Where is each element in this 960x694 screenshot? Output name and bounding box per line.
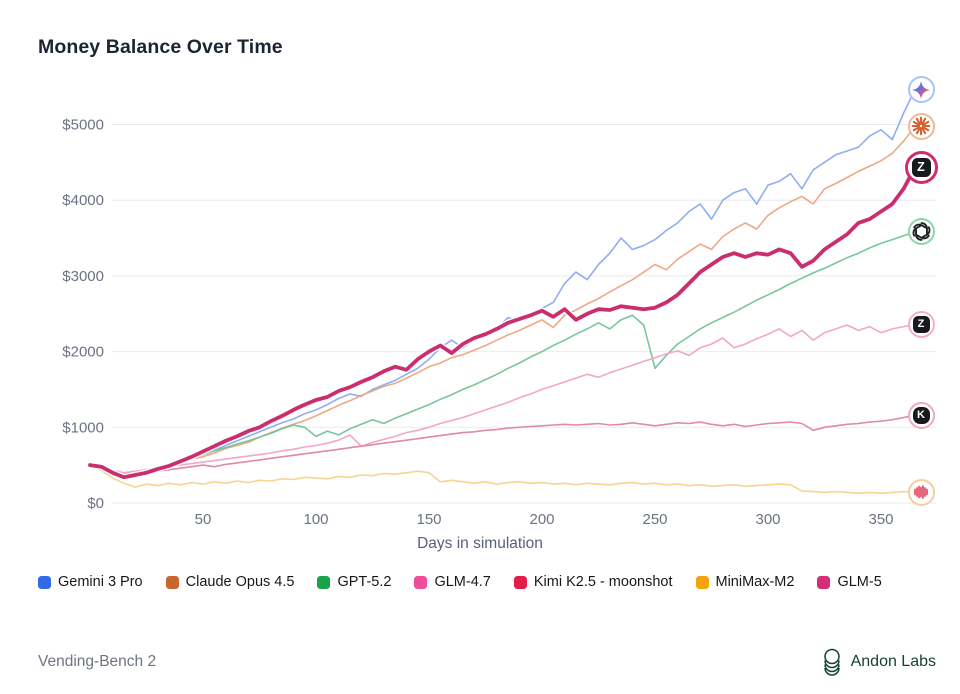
glm5-endpoint-badge[interactable]: Z bbox=[904, 151, 938, 185]
andon-labs-brand: Andon Labs bbox=[821, 648, 936, 676]
benchmark-label: Vending-Bench 2 bbox=[38, 653, 157, 670]
series-line-claude-opus-4-5[interactable] bbox=[89, 125, 916, 478]
legend-swatch bbox=[38, 575, 51, 589]
legend-swatch bbox=[414, 575, 428, 589]
series-line-glm-4-7[interactable] bbox=[89, 323, 916, 474]
series-halo bbox=[89, 166, 918, 481]
openai-logo-icon bbox=[912, 222, 930, 242]
legend-item-minimax-m2[interactable]: MiniMax-M2 bbox=[695, 574, 795, 590]
legend-item-claude-opus-4-5[interactable]: Claude Opus 4.5 bbox=[165, 574, 295, 590]
legend-swatch bbox=[817, 575, 831, 589]
andon-labs-logo-icon bbox=[823, 648, 840, 676]
legend-swatch bbox=[513, 575, 527, 589]
legend-swatch bbox=[165, 575, 179, 589]
openai-endpoint-badge[interactable] bbox=[907, 218, 935, 246]
gemini-star-icon bbox=[912, 80, 930, 99]
kimi-logo-icon: K bbox=[912, 406, 930, 424]
legend-label: Claude Opus 4.5 bbox=[185, 574, 295, 590]
legend-label: Gemini 3 Pro bbox=[58, 574, 143, 590]
minimax-endpoint-badge[interactable] bbox=[907, 478, 935, 506]
series-line-minimax-m2[interactable] bbox=[89, 464, 916, 495]
legend-item-glm-4-7[interactable]: GLM-4.7 bbox=[414, 574, 491, 590]
legend-swatch bbox=[695, 575, 709, 589]
minimax-wave-icon bbox=[914, 485, 928, 500]
x-tick-label: 100 bbox=[303, 511, 328, 528]
claude-starburst-icon bbox=[911, 117, 931, 136]
legend-label: GLM-4.7 bbox=[434, 574, 491, 590]
y-tick-label: $4000 bbox=[62, 192, 104, 209]
chart-canvas: $0 $1000 $2000 $3000 $4000 $5000 50 100 150 200 25… bbox=[62, 88, 936, 528]
x-axis-title: Days in simulation bbox=[417, 535, 543, 552]
legend-item-glm-5[interactable]: GLM-5 bbox=[817, 574, 882, 590]
x-tick-label: 150 bbox=[416, 511, 441, 528]
x-tick-label: 350 bbox=[868, 511, 893, 528]
legend-item-gpt-5-2[interactable]: GPT-5.2 bbox=[317, 574, 391, 590]
series-line-glm-5[interactable] bbox=[88, 165, 917, 480]
glm47-endpoint-badge[interactable]: Z bbox=[907, 310, 935, 338]
footer: Vending-Bench 2 Andon Labs bbox=[0, 640, 960, 684]
x-tick-label: 300 bbox=[755, 511, 780, 528]
legend-item-kimi-k2-5-moonshot[interactable]: Kimi K2.5 - moonshot bbox=[513, 574, 673, 590]
y-tick-label: $2000 bbox=[62, 344, 104, 361]
legend-label: GPT-5.2 bbox=[337, 574, 392, 590]
legend-swatch bbox=[317, 575, 331, 589]
zai-logo-icon: Z bbox=[912, 315, 930, 333]
y-tick-label: $3000 bbox=[62, 268, 104, 285]
y-tick-label: $5000 bbox=[62, 117, 104, 134]
brand-name: Andon Labs bbox=[850, 653, 936, 670]
gemini-endpoint-badge[interactable] bbox=[907, 76, 935, 104]
zai-logo-icon: Z bbox=[911, 158, 931, 178]
x-tick-label: 50 bbox=[195, 511, 212, 528]
legend-label: Kimi K2.5 - moonshot bbox=[533, 574, 673, 590]
legend-label: MiniMax-M2 bbox=[715, 574, 795, 590]
y-tick-label: $1000 bbox=[62, 419, 104, 436]
kimi-endpoint-badge[interactable]: K bbox=[907, 401, 935, 429]
y-tick-label: $0 bbox=[87, 495, 104, 512]
legend-label: GLM-5 bbox=[837, 574, 882, 590]
series-line-kimi-k2-5-moonshot[interactable] bbox=[89, 414, 916, 477]
x-tick-label: 200 bbox=[529, 511, 554, 528]
legend-item-gemini-3-pro[interactable]: Gemini 3 Pro bbox=[38, 574, 143, 590]
chart-legend: Gemini 3 Pro Claude Opus 4.5 GPT-5.2 GLM-4.… bbox=[38, 574, 882, 590]
page-title: Money Balance Over Time bbox=[38, 36, 283, 58]
x-tick-label: 250 bbox=[642, 511, 667, 528]
claude-endpoint-badge[interactable] bbox=[907, 112, 935, 140]
series-line-gpt-5-2[interactable] bbox=[89, 231, 916, 475]
